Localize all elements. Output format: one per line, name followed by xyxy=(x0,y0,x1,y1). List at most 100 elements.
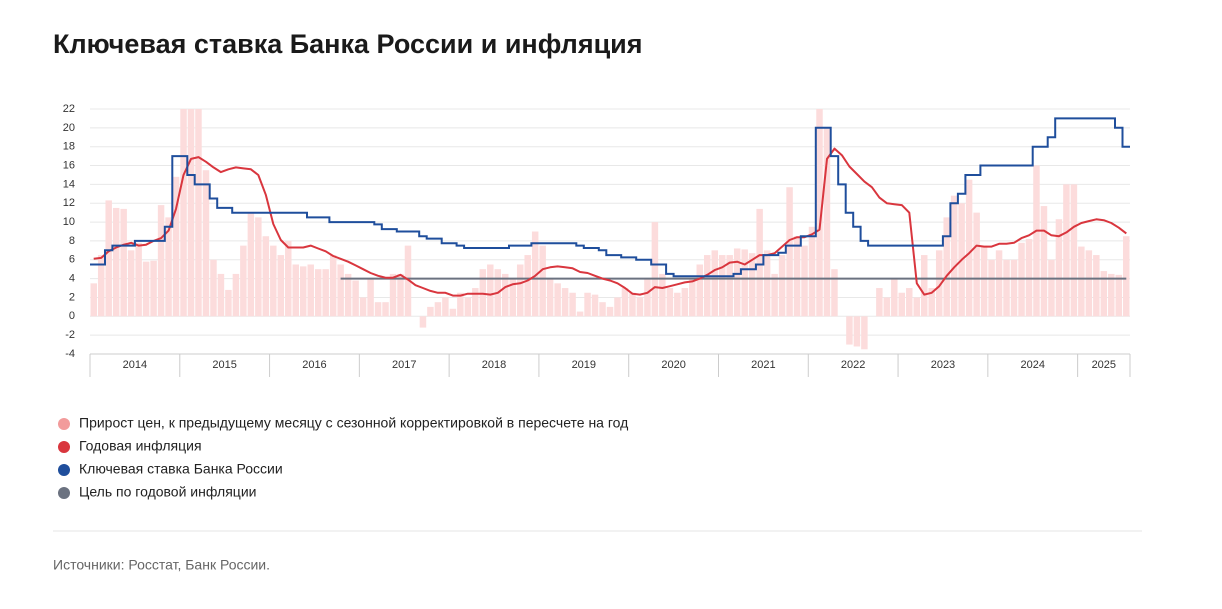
bar xyxy=(1055,219,1063,317)
bar xyxy=(210,259,217,317)
bar xyxy=(217,273,225,317)
bar xyxy=(591,294,599,317)
bar xyxy=(584,292,591,317)
bar xyxy=(105,200,112,317)
bar xyxy=(546,278,554,317)
bar xyxy=(973,212,980,317)
bar xyxy=(180,109,187,317)
x-tick-label: 2019 xyxy=(572,359,596,371)
bar xyxy=(539,245,546,317)
bar xyxy=(127,250,135,317)
x-tick-label: 2018 xyxy=(482,359,506,371)
bar xyxy=(449,308,457,317)
bar xyxy=(255,217,262,317)
bar xyxy=(277,255,285,317)
bar xyxy=(472,288,479,317)
bar xyxy=(831,269,838,317)
bar xyxy=(307,264,314,317)
bar xyxy=(1070,184,1078,317)
bar xyxy=(614,297,621,317)
bar xyxy=(240,245,247,317)
bar xyxy=(980,245,988,317)
x-tick-label: 2024 xyxy=(1020,359,1044,371)
bar xyxy=(898,292,906,317)
bar xyxy=(950,195,958,317)
bar xyxy=(965,179,973,317)
x-tick-label: 2021 xyxy=(751,359,775,371)
bar xyxy=(531,231,539,317)
y-tick-label: 0 xyxy=(69,310,75,322)
bar xyxy=(427,306,434,317)
bar xyxy=(247,212,255,317)
bar xyxy=(659,273,666,317)
bar xyxy=(135,242,142,317)
bar xyxy=(112,207,120,317)
bar xyxy=(681,288,689,317)
bar xyxy=(913,297,921,317)
bar xyxy=(344,273,352,317)
bar xyxy=(120,208,127,317)
bar xyxy=(928,288,935,317)
bar xyxy=(457,292,464,317)
bar xyxy=(891,278,898,317)
bar xyxy=(352,280,359,317)
bar xyxy=(763,250,771,317)
bar xyxy=(793,236,801,317)
bar xyxy=(419,316,427,328)
legend-marker xyxy=(58,464,70,476)
bar xyxy=(853,316,861,347)
chart-title: Ключевая ставка Банка России и инфляция xyxy=(53,29,643,59)
bar xyxy=(666,288,674,317)
bar xyxy=(1040,206,1048,317)
bar xyxy=(524,255,531,317)
bar xyxy=(689,278,696,317)
bar xyxy=(733,248,741,317)
bar xyxy=(988,259,995,317)
bar xyxy=(861,316,868,350)
y-tick-label: 18 xyxy=(63,141,75,153)
y-tick-label: 2 xyxy=(69,291,75,303)
bar xyxy=(397,273,404,317)
y-tick-label: 8 xyxy=(69,235,75,247)
bar xyxy=(801,245,808,317)
legend-marker xyxy=(58,441,70,453)
legend-label: Ключевая ставка Банка России xyxy=(79,461,283,477)
bar xyxy=(726,255,733,317)
plot-area xyxy=(90,109,1130,350)
line xyxy=(93,147,1127,297)
bar xyxy=(314,269,322,317)
bar xyxy=(367,278,374,317)
bar xyxy=(599,302,606,317)
bar xyxy=(142,261,150,317)
legend-label: Прирост цен, к предыдущему месяцу с сезо… xyxy=(79,415,628,431)
bar xyxy=(883,297,891,317)
bar xyxy=(202,170,210,317)
bar xyxy=(187,109,195,317)
bar xyxy=(741,249,748,317)
x-tick-label: 2016 xyxy=(302,359,326,371)
bar xyxy=(823,127,831,317)
y-tick-label: 6 xyxy=(69,254,75,266)
x-tick-label: 2025 xyxy=(1092,359,1116,371)
bar xyxy=(621,288,629,317)
bar xyxy=(606,306,614,317)
bar xyxy=(674,292,681,317)
bar xyxy=(90,283,97,317)
y-tick-label: 16 xyxy=(63,159,75,171)
bar xyxy=(359,297,367,317)
bar xyxy=(629,292,636,317)
bar xyxy=(943,217,950,317)
bar xyxy=(771,273,778,317)
bar xyxy=(270,245,277,317)
bar xyxy=(374,302,382,317)
bar xyxy=(1048,259,1055,317)
bar xyxy=(487,264,494,317)
line xyxy=(90,117,1130,278)
x-tick-label: 2015 xyxy=(212,359,236,371)
bar xyxy=(1010,259,1018,317)
bar xyxy=(382,302,389,317)
x-tick-label: 2017 xyxy=(392,359,416,371)
bar xyxy=(644,278,651,317)
legend-marker xyxy=(58,487,70,499)
